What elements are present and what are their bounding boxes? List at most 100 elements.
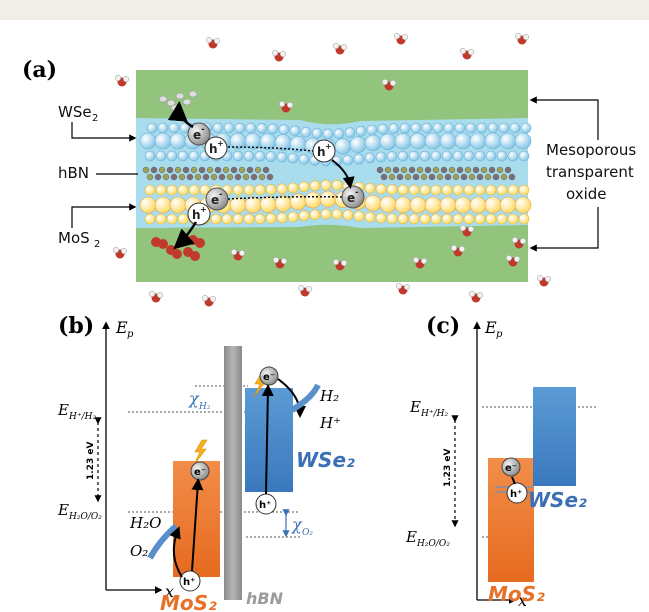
hbn-atom-rows: [142, 166, 516, 181]
svg-text:e: e: [347, 191, 355, 205]
b-hbn-label: hBN: [246, 589, 284, 608]
c-mos2-band: [488, 458, 534, 582]
mos2-atom-row-top: [144, 179, 530, 196]
interlayer-arrow: [331, 159, 355, 189]
svg-text:p: p: [127, 329, 134, 340]
b-level-o-label: E H₂O/O₂: [57, 501, 102, 522]
b-o2-label: O₂: [130, 542, 148, 560]
svg-text:χ: χ: [291, 515, 303, 534]
c-mos2-label: MoS₂: [488, 582, 545, 606]
label-mos2: MoS 2: [58, 203, 137, 250]
c-electron: e⁻: [501, 457, 521, 477]
b-y-axis-label: E p: [115, 318, 134, 340]
svg-text:h⁺: h⁺: [183, 577, 195, 588]
svg-text:transparent: transparent: [546, 163, 634, 181]
label-wse2: WSe 2: [58, 103, 137, 142]
c-x-axis-label: x: [518, 591, 527, 610]
svg-text:MoS: MoS: [58, 229, 90, 247]
b-x-axis-label: x: [165, 582, 174, 601]
b-wse2-band: [245, 388, 293, 492]
svg-text:2: 2: [92, 113, 98, 124]
c-level-o-label: E H₂O/O₂: [405, 528, 450, 549]
h2-evolution-arrow: [167, 101, 194, 129]
svg-text:Mesoporous: Mesoporous: [546, 141, 636, 159]
b-mos2-excitation-arrow: [191, 478, 204, 572]
carrier-electron-mos2-right: e -: [341, 185, 365, 209]
svg-text:h⁺: h⁺: [259, 500, 271, 511]
c-level-h-label: E H⁺/H₂: [409, 398, 448, 419]
svg-text:-: -: [219, 190, 223, 200]
b-hbn-barrier: [224, 346, 242, 600]
svg-text:E: E: [484, 318, 497, 337]
svg-text:WSe: WSe: [58, 103, 92, 121]
panel-c-label: (c): [426, 313, 460, 339]
svg-text:E: E: [57, 401, 69, 419]
carrier-hole-mos2: h +: [187, 202, 211, 226]
svg-text:p: p: [496, 329, 503, 340]
svg-text:E: E: [115, 318, 128, 337]
svg-text:+: +: [200, 205, 207, 214]
svg-text:2: 2: [94, 239, 100, 250]
b-h2o-label: H₂O: [129, 514, 161, 532]
c-y-axis-label: E p: [484, 318, 503, 340]
c-wse2-band: [533, 387, 576, 486]
b-wse2-excitation-arrow: [261, 384, 274, 495]
svg-text:oxide: oxide: [566, 185, 607, 203]
svg-text:e⁻: e⁻: [263, 372, 275, 383]
carrier-electron-mos2-left: e -: [205, 187, 229, 211]
c-wse2-label: WSe₂: [528, 488, 587, 512]
b-her-arrow: [277, 378, 306, 418]
svg-text:-: -: [355, 188, 359, 198]
b-wse2-electron: e⁻: [259, 366, 279, 386]
svg-text:-: -: [201, 125, 205, 135]
svg-text:H⁺/H₂: H⁺/H₂: [68, 412, 96, 422]
svg-text:hBN: hBN: [58, 164, 89, 182]
svg-text:e⁻: e⁻: [194, 467, 206, 478]
svg-text:E: E: [57, 501, 69, 519]
b-hplus-label: H⁺: [319, 414, 341, 432]
carrier-electron-wse2: e -: [187, 122, 211, 146]
svg-text:H₂O/O₂: H₂O/O₂: [416, 539, 450, 549]
electron-transfer-path: [227, 196, 343, 200]
carrier-hole-wse2-right: h +: [312, 139, 336, 163]
b-mos2-hole: h⁺: [179, 570, 201, 592]
b-chi-o-label: χ O₂: [291, 515, 313, 538]
c-gap-label: 1.23 eV: [443, 449, 453, 487]
b-level-h-label: E H⁺/H₂: [57, 401, 96, 422]
water-molecules: [112, 32, 552, 307]
b-h2-label: H₂: [319, 387, 339, 405]
svg-text:H₂: H₂: [198, 402, 211, 412]
carrier-hole-wse2-left: h +: [204, 136, 228, 160]
svg-text:e⁻: e⁻: [505, 463, 517, 474]
svg-text:h: h: [192, 208, 201, 222]
panel-b-label: (b): [58, 313, 94, 339]
panel-b: (b) E p x E H⁺/H₂ E H₂O/O₂ 1.23 eV χ H₂: [57, 313, 355, 612]
o2-evolution-arrow: [173, 221, 198, 250]
mos2-atom-row-bottom: [144, 208, 530, 225]
svg-text:H⁺/H₂: H⁺/H₂: [420, 409, 448, 419]
b-wse2-label: WSe₂: [296, 448, 355, 472]
b-oer-arrow: [169, 526, 183, 578]
svg-text:χ: χ: [188, 389, 200, 408]
svg-text:h: h: [209, 142, 218, 156]
b-light-icon-mos2: [193, 439, 208, 466]
svg-text:e: e: [211, 193, 219, 207]
top-banner: [0, 0, 649, 20]
b-mos2-label: MoS₂: [160, 591, 217, 612]
panel-c: (c) E p x E H⁺/H₂ E H₂O/O₂ 1.23 eV e⁻: [405, 313, 597, 610]
b-chi-h-label: χ H₂: [188, 389, 211, 412]
b-mos2-electron: e⁻: [190, 461, 210, 481]
svg-text:E: E: [405, 528, 417, 546]
svg-text:h⁺: h⁺: [510, 489, 522, 500]
svg-text:O₂: O₂: [302, 528, 313, 538]
svg-text:E: E: [409, 398, 421, 416]
c-hole: h⁺: [506, 482, 528, 504]
hole-transfer-path: [227, 146, 314, 152]
svg-text:h: h: [317, 145, 326, 159]
svg-text:+: +: [325, 142, 332, 151]
svg-text:H₂O/O₂: H₂O/O₂: [68, 512, 102, 522]
b-her-blue-arrow: [290, 383, 321, 413]
b-wse2-hole: h⁺: [255, 493, 277, 515]
c-recombination-arrow: [511, 476, 516, 485]
